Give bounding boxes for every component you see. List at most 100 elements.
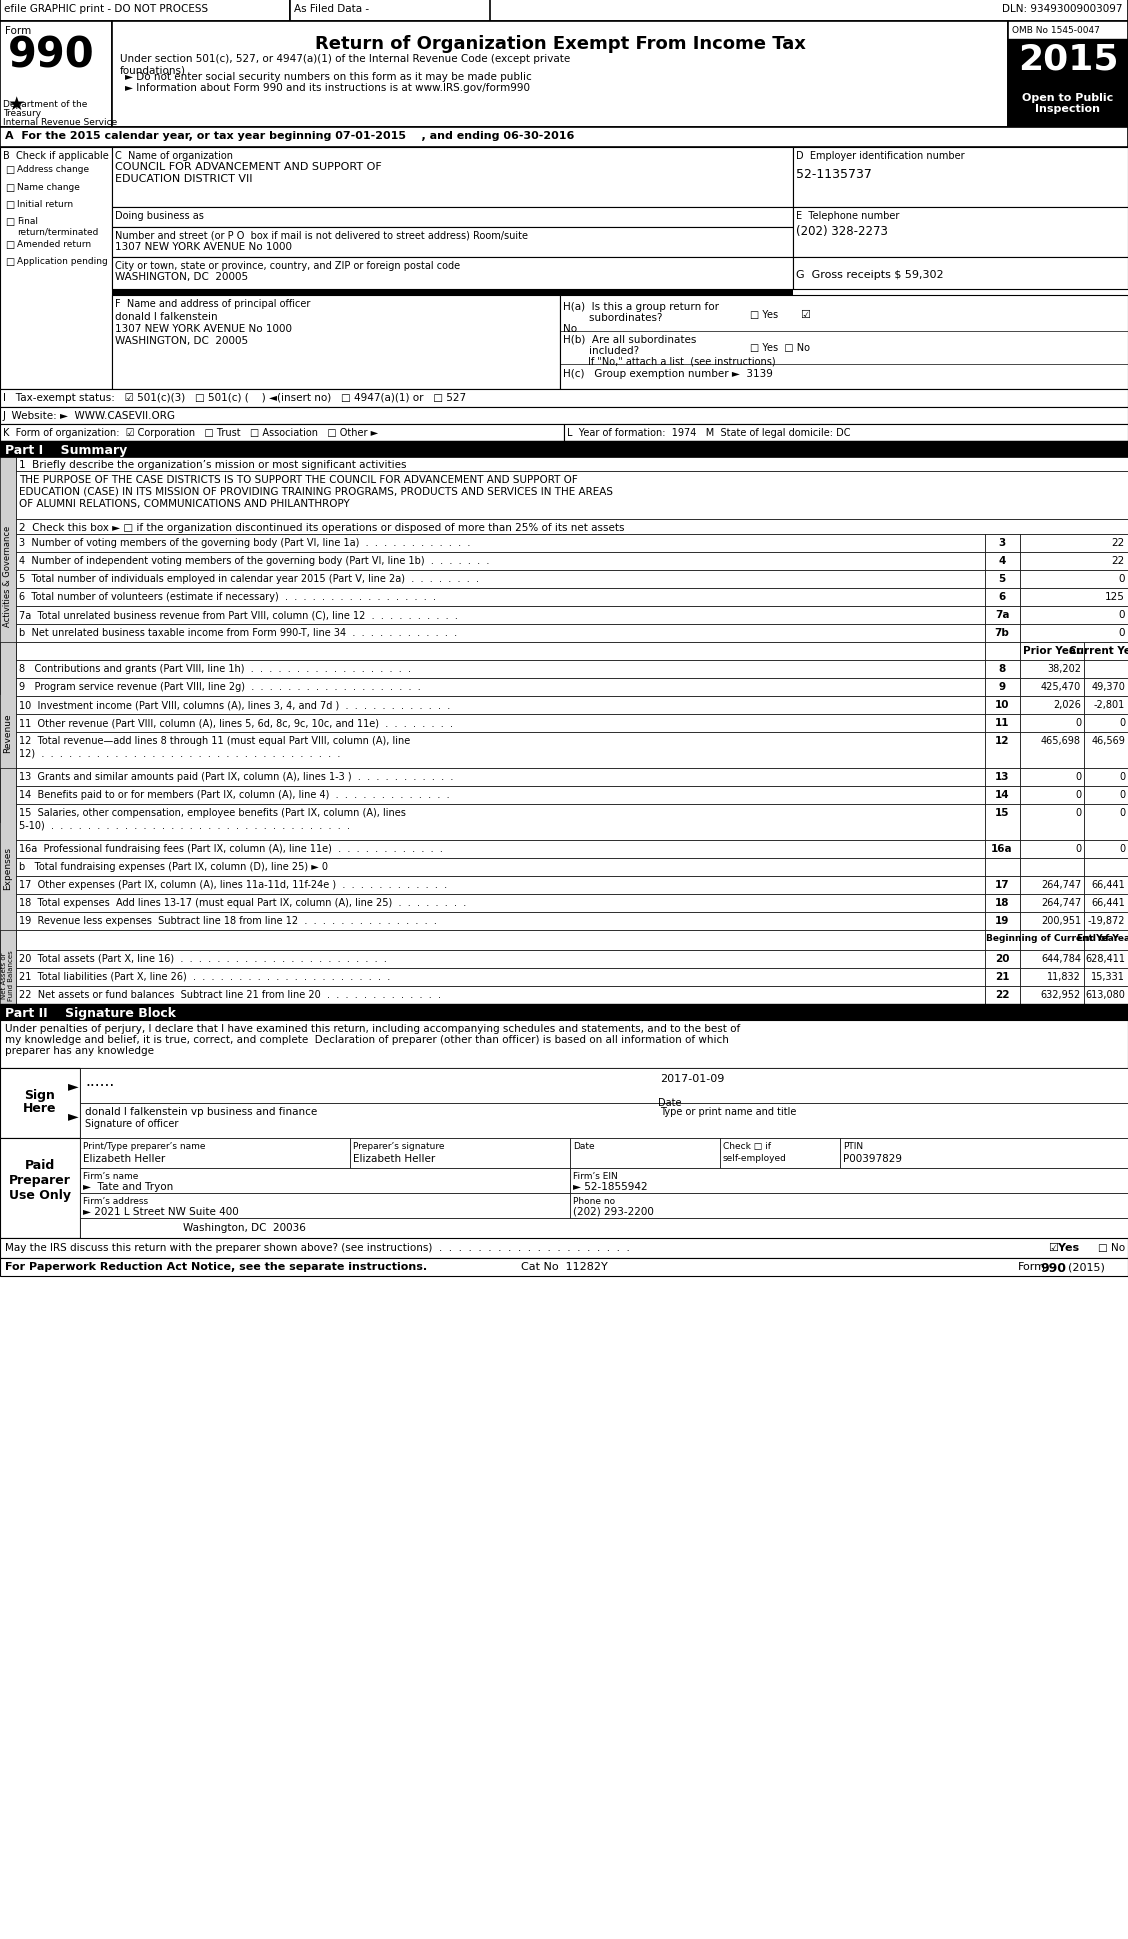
Text: 21: 21	[995, 971, 1010, 981]
Text: 2  Check this box ► □ if the organization discontinued its operations or dispose: 2 Check this box ► □ if the organization…	[19, 524, 625, 533]
Text: ►  Tate and Tryon: ► Tate and Tryon	[83, 1181, 174, 1191]
Text: Address change: Address change	[17, 165, 89, 175]
Bar	[80, 1169, 570, 1192]
Text: 11,832: 11,832	[1047, 971, 1081, 981]
Text: 0: 0	[1075, 807, 1081, 818]
Text: 17: 17	[995, 880, 1010, 890]
Text: B  Check if applicable: B Check if applicable	[3, 151, 108, 161]
Bar	[720, 1138, 840, 1169]
Bar	[793, 147, 1128, 207]
Text: b  Net unrelated business taxable income from Form 990-T, line 34  .  .  .  .  .: b Net unrelated business taxable income …	[19, 628, 457, 638]
Text: THE PURPOSE OF THE CASE DISTRICTS IS TO SUPPORT THE COUNCIL FOR ADVANCEMENT AND : THE PURPOSE OF THE CASE DISTRICTS IS TO …	[19, 475, 578, 485]
Bar	[1020, 733, 1084, 768]
Bar	[985, 642, 1020, 661]
Text: -2,801: -2,801	[1094, 700, 1125, 710]
Text: End of Year: End of Year	[1077, 933, 1128, 942]
Bar	[16, 570, 985, 589]
Bar	[1020, 950, 1084, 968]
Text: 8   Contributions and grants (Part VIII, line 1h)  .  .  .  .  .  .  .  .  .  . : 8 Contributions and grants (Part VIII, l…	[19, 663, 411, 673]
Text: Paid: Paid	[25, 1158, 55, 1171]
Text: 2015: 2015	[1017, 43, 1118, 78]
Text: 12)  .  .  .  .  .  .  .  .  .  .  .  .  .  .  .  .  .  .  .  .  .  .  .  .  .  : 12) . . . . . . . . . . . . . . . . . . …	[19, 748, 341, 758]
Bar	[793, 258, 1128, 289]
Bar	[1084, 842, 1128, 859]
Bar	[16, 787, 985, 805]
Bar	[985, 787, 1020, 805]
Bar	[0, 425, 564, 442]
Text: (202) 328-2273: (202) 328-2273	[796, 225, 888, 238]
Text: 14  Benefits paid to or for members (Part IX, column (A), line 4)  .  .  .  .  .: 14 Benefits paid to or for members (Part…	[19, 789, 450, 799]
Bar	[16, 987, 985, 1004]
Text: Return of Organization Exempt From Income Tax: Return of Organization Exempt From Incom…	[315, 35, 805, 52]
Text: G  Gross receipts $ 59,302: G Gross receipts $ 59,302	[796, 270, 944, 279]
Text: Doing business as: Doing business as	[115, 211, 204, 221]
Text: donald l falkenstein: donald l falkenstein	[115, 312, 218, 322]
Text: COUNCIL FOR ADVANCEMENT AND SUPPORT OF
EDUCATION DISTRICT VII: COUNCIL FOR ADVANCEMENT AND SUPPORT OF E…	[115, 163, 381, 184]
Text: 18  Total expenses  Add lines 13-17 (must equal Part IX, column (A), line 25)  .: 18 Total expenses Add lines 13-17 (must …	[19, 898, 466, 907]
Bar	[0, 407, 1128, 425]
Text: Form: Form	[5, 25, 32, 37]
Bar	[0, 1258, 1128, 1276]
Bar	[0, 1020, 1128, 1068]
Text: Elizabeth Heller: Elizabeth Heller	[83, 1154, 165, 1163]
Bar	[1084, 679, 1128, 696]
Text: ► Do not enter social security numbers on this form as it may be made public: ► Do not enter social security numbers o…	[125, 72, 531, 81]
Text: OF ALUMNI RELATIONS, COMMUNICATIONS AND PHILANTHROPY: OF ALUMNI RELATIONS, COMMUNICATIONS AND …	[19, 498, 350, 508]
Text: ►: ►	[68, 1078, 79, 1092]
Bar	[1008, 89, 1128, 128]
Bar	[1084, 913, 1128, 931]
Text: preparer has any knowledge: preparer has any knowledge	[5, 1045, 155, 1055]
Bar	[1084, 931, 1128, 950]
Bar	[1020, 805, 1084, 842]
Text: Beginning of Current Year: Beginning of Current Year	[986, 933, 1118, 942]
Bar	[1008, 21, 1128, 128]
Bar	[1020, 987, 1084, 1004]
Text: 20  Total assets (Part X, line 16)  .  .  .  .  .  .  .  .  .  .  .  .  .  .  . : 20 Total assets (Part X, line 16) . . . …	[19, 954, 387, 964]
Text: 5-10)  .  .  .  .  .  .  .  .  .  .  .  .  .  .  .  .  .  .  .  .  .  .  .  .  .: 5-10) . . . . . . . . . . . . . . . . . …	[19, 820, 350, 830]
Bar	[80, 1192, 570, 1218]
Bar	[985, 535, 1020, 553]
Bar	[0, 1138, 80, 1239]
Text: 15,331: 15,331	[1091, 971, 1125, 981]
Text: Use Only: Use Only	[9, 1189, 71, 1202]
Bar	[16, 624, 985, 642]
Bar	[1020, 661, 1084, 679]
Bar	[985, 987, 1020, 1004]
Bar	[112, 147, 793, 207]
Bar	[985, 715, 1020, 733]
Text: (202) 293-2200: (202) 293-2200	[573, 1206, 654, 1216]
Bar	[16, 458, 1128, 471]
Text: 264,747: 264,747	[1041, 880, 1081, 890]
Text: Treasury: Treasury	[3, 109, 41, 118]
Bar	[840, 1138, 1128, 1169]
Text: City or town, state or province, country, and ZIP or foreign postal code: City or town, state or province, country…	[115, 262, 460, 271]
Text: As Filed Data -: As Filed Data -	[294, 4, 369, 14]
Text: 22: 22	[1112, 537, 1125, 547]
Bar	[16, 805, 985, 842]
Bar	[0, 1004, 1128, 1020]
Bar	[16, 607, 985, 624]
Text: 5  Total number of individuals employed in calendar year 2015 (Part V, line 2a) : 5 Total number of individuals employed i…	[19, 574, 479, 584]
Text: ► Information about Form 990 and its instructions is at www.IRS.gov/form990: ► Information about Form 990 and its ins…	[125, 83, 530, 93]
Bar	[0, 390, 1128, 407]
Bar	[1020, 715, 1084, 733]
Text: included?: included?	[563, 345, 640, 357]
Bar	[1020, 876, 1084, 894]
Text: □: □	[5, 256, 15, 268]
Bar	[1084, 805, 1128, 842]
Bar	[16, 679, 985, 696]
Bar	[16, 642, 985, 661]
Text: Application pending: Application pending	[17, 256, 108, 266]
Text: K  Form of organization:  ☑ Corporation   □ Trust   □ Association   □ Other ►: K Form of organization: ☑ Corporation □ …	[3, 429, 378, 438]
Bar	[985, 950, 1020, 968]
Text: Type or print name and title: Type or print name and title	[660, 1107, 796, 1117]
Bar	[1020, 842, 1084, 859]
Bar	[1084, 894, 1128, 913]
Text: ☑Yes: ☑Yes	[1048, 1243, 1079, 1253]
Bar	[570, 1169, 1128, 1192]
Bar	[16, 842, 985, 859]
Text: □: □	[5, 217, 15, 227]
Text: 13  Grants and similar amounts paid (Part IX, column (A), lines 1-3 )  .  .  .  : 13 Grants and similar amounts paid (Part…	[19, 772, 453, 781]
Text: Final
return/terminated: Final return/terminated	[17, 217, 98, 237]
Text: E  Telephone number: E Telephone number	[796, 211, 899, 221]
